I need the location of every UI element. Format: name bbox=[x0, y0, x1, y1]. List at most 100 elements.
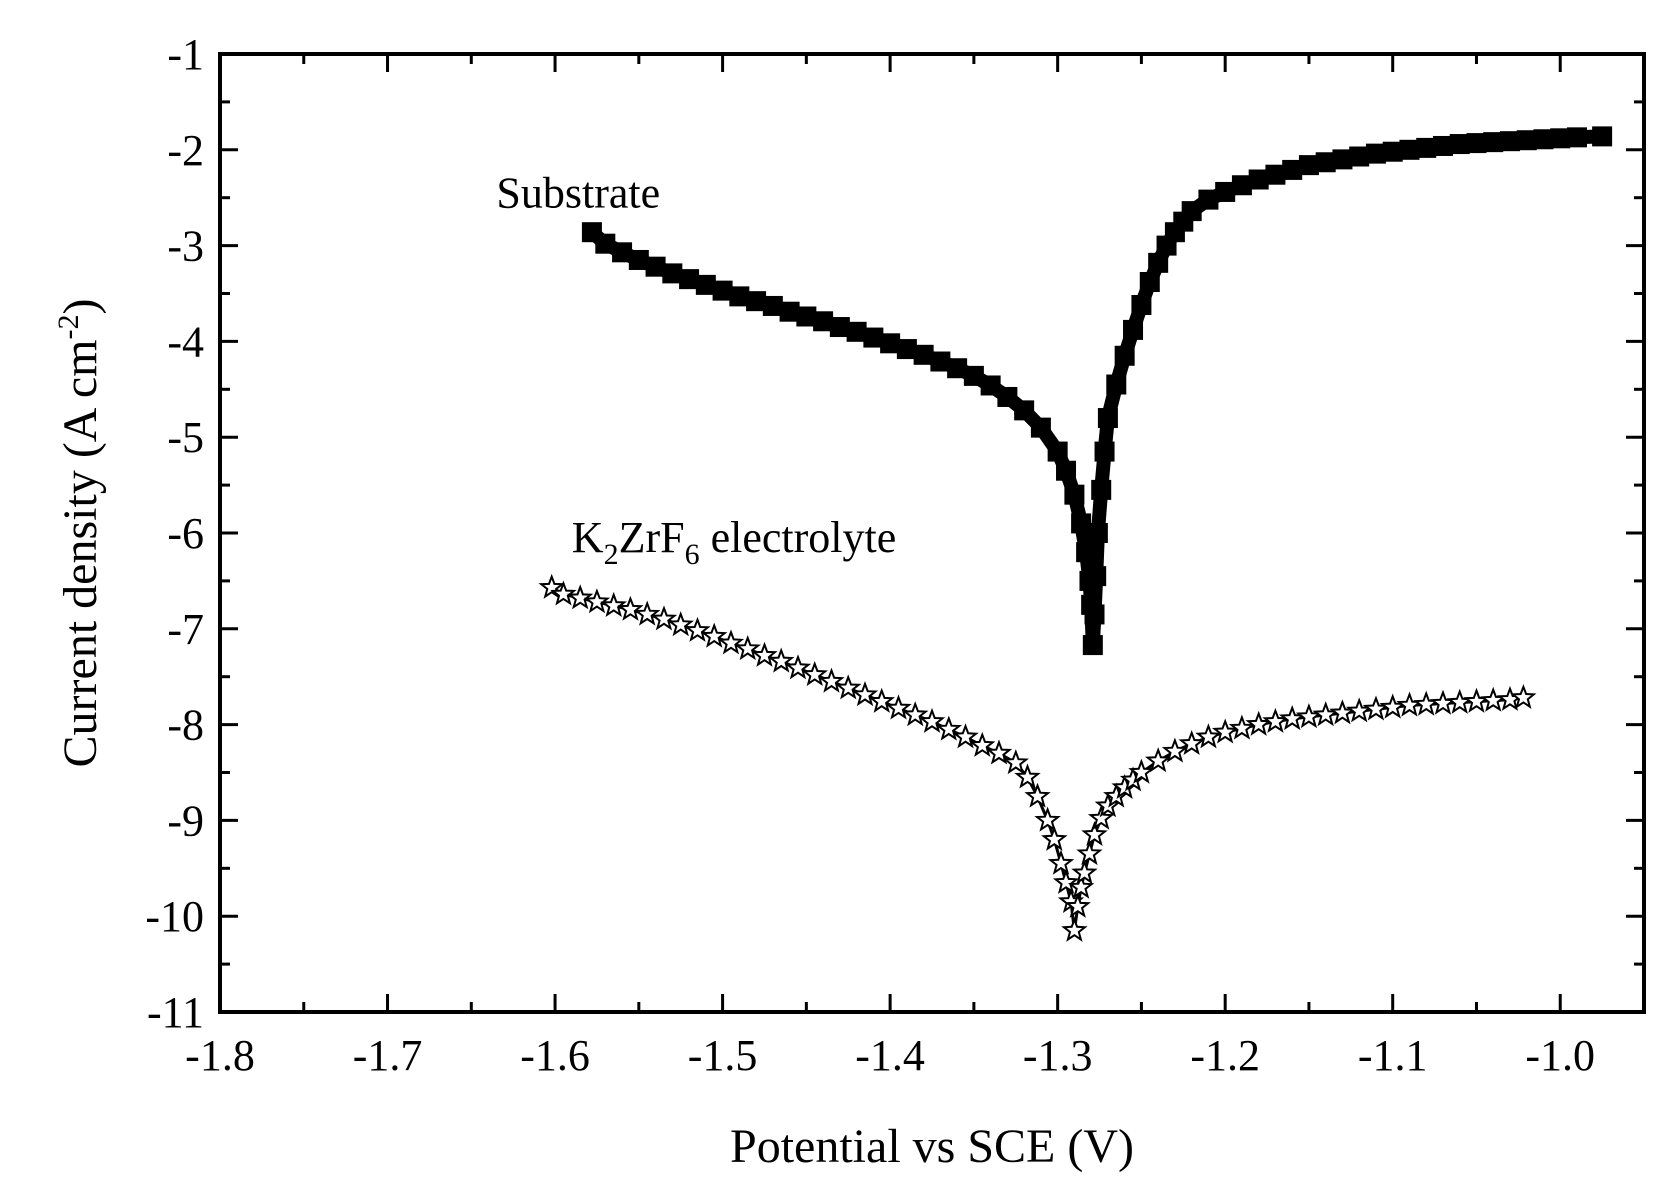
data-point bbox=[1195, 723, 1222, 749]
data-point bbox=[1483, 132, 1504, 153]
data-point bbox=[1178, 729, 1205, 756]
data-point bbox=[1399, 139, 1420, 160]
data-point bbox=[617, 595, 644, 621]
data-point bbox=[935, 715, 962, 741]
data-point bbox=[1097, 408, 1118, 429]
data-point bbox=[784, 654, 812, 680]
data-point bbox=[969, 731, 996, 757]
data-point bbox=[1416, 137, 1437, 158]
data-point bbox=[1499, 131, 1520, 152]
data-point bbox=[813, 311, 834, 332]
data-point bbox=[1382, 141, 1403, 162]
data-point bbox=[1106, 374, 1127, 395]
data-point bbox=[1064, 892, 1091, 918]
data-point bbox=[779, 301, 800, 322]
data-point bbox=[1030, 417, 1051, 438]
data-point bbox=[633, 600, 661, 626]
data-point bbox=[1413, 690, 1440, 716]
y-tick-label: -6 bbox=[167, 509, 204, 558]
data-point bbox=[846, 321, 867, 342]
data-point bbox=[595, 233, 616, 254]
data-point bbox=[768, 647, 795, 673]
data-point bbox=[1282, 159, 1303, 180]
data-point bbox=[1312, 701, 1339, 727]
data-point bbox=[1076, 840, 1103, 866]
data-point bbox=[612, 242, 633, 263]
data-point bbox=[717, 629, 745, 655]
data-point bbox=[1295, 703, 1323, 729]
series-substrate bbox=[581, 126, 1613, 656]
data-point bbox=[1084, 604, 1105, 625]
data-point bbox=[963, 365, 984, 386]
y-tick-label: -4 bbox=[167, 317, 204, 366]
data-point bbox=[667, 611, 694, 637]
data-point bbox=[1248, 169, 1269, 190]
data-point bbox=[1228, 714, 1256, 740]
y-tick-label: -9 bbox=[167, 796, 204, 845]
data-point bbox=[751, 641, 778, 667]
data-point bbox=[1245, 710, 1272, 736]
data-point bbox=[1047, 849, 1075, 875]
data-point bbox=[1041, 825, 1068, 851]
data-point bbox=[1067, 873, 1095, 899]
data-point bbox=[1429, 689, 1457, 715]
data-point bbox=[1082, 635, 1103, 656]
data-point bbox=[712, 280, 733, 301]
data-point bbox=[801, 660, 828, 687]
data-point bbox=[679, 269, 700, 290]
y-tick-label: -2 bbox=[167, 126, 204, 175]
data-point bbox=[1198, 189, 1219, 210]
data-point bbox=[1510, 683, 1537, 710]
data-point bbox=[729, 286, 750, 307]
data-point bbox=[1034, 806, 1061, 832]
x-tick-label: -1.0 bbox=[1525, 1031, 1595, 1080]
data-point bbox=[645, 256, 666, 277]
data-point bbox=[1014, 400, 1035, 421]
data-point bbox=[1329, 699, 1356, 725]
data-point bbox=[1128, 758, 1155, 784]
data-point bbox=[1131, 294, 1152, 315]
data-point bbox=[835, 674, 862, 700]
data-point bbox=[863, 327, 884, 348]
data-point bbox=[538, 573, 565, 599]
data-point bbox=[1148, 252, 1169, 273]
y-tick-label: -1 bbox=[167, 30, 204, 79]
y-tick-label: -10 bbox=[145, 892, 204, 941]
data-point bbox=[1056, 460, 1077, 481]
data-point bbox=[600, 591, 627, 618]
data-point bbox=[1091, 479, 1112, 500]
y-axis-title: Current density (A cm-2) bbox=[52, 299, 107, 768]
x-tick-label: -1.1 bbox=[1358, 1031, 1428, 1080]
data-point bbox=[701, 622, 728, 648]
data-point bbox=[818, 667, 845, 693]
data-point bbox=[1094, 441, 1115, 462]
data-point bbox=[1087, 804, 1115, 830]
x-tick-label: -1.6 bbox=[520, 1031, 590, 1080]
data-point bbox=[1566, 127, 1587, 148]
x-axis-title: Potential vs SCE (V) bbox=[730, 1120, 1134, 1173]
data-point bbox=[1349, 146, 1370, 167]
data-point bbox=[1449, 134, 1470, 155]
data-point bbox=[952, 723, 979, 749]
data-point bbox=[1024, 782, 1051, 808]
y-tick-label: -3 bbox=[167, 222, 204, 271]
data-point bbox=[1086, 566, 1107, 587]
data-point bbox=[1002, 749, 1029, 775]
data-point bbox=[1516, 130, 1537, 151]
y-tick-labels: -1 -2 -3 -4 -5 -6 -7 -8 -9 -10 -11 bbox=[145, 30, 204, 1037]
data-point bbox=[650, 605, 678, 631]
x-tick-label: -1.5 bbox=[688, 1031, 758, 1080]
data-point bbox=[1298, 155, 1319, 176]
data-point bbox=[566, 584, 594, 610]
data-point bbox=[762, 295, 783, 316]
data-point bbox=[1081, 820, 1108, 847]
data-point bbox=[1362, 695, 1390, 721]
x-tick-label: -1.3 bbox=[1023, 1031, 1093, 1080]
data-point bbox=[1278, 705, 1306, 731]
data-point bbox=[695, 274, 716, 295]
axis-ticks bbox=[218, 52, 1646, 1014]
data-point bbox=[1071, 859, 1098, 885]
series-label-k2zrf6-electrolyte: K2ZrF6 electrolyte bbox=[572, 513, 896, 571]
series-line bbox=[550, 586, 1525, 933]
